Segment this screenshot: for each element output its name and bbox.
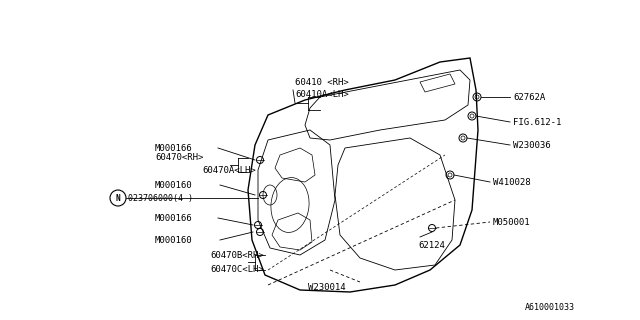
Text: M000166: M000166 [155,213,193,222]
Text: W410028: W410028 [493,178,531,187]
Text: 60470C<LH>: 60470C<LH> [210,266,264,275]
Text: 62124: 62124 [418,241,445,250]
Text: N: N [116,194,120,203]
Text: M000160: M000160 [155,180,193,189]
Text: 60470B<RH>: 60470B<RH> [210,251,264,260]
Text: FIG.612-1: FIG.612-1 [513,117,561,126]
Text: W230014: W230014 [308,283,346,292]
Text: M000166: M000166 [155,143,193,153]
Text: A610001033: A610001033 [525,303,575,312]
Text: 62762A: 62762A [513,92,545,101]
Text: 60470<RH>: 60470<RH> [155,153,204,162]
Text: M050001: M050001 [493,218,531,227]
Text: W230036: W230036 [513,140,550,149]
Text: 60410 <RH>: 60410 <RH> [295,77,349,86]
Text: 60410A<LH>: 60410A<LH> [295,90,349,99]
Text: 023706000(4 ): 023706000(4 ) [128,194,193,203]
Text: M000160: M000160 [155,236,193,244]
Text: 60470A<LH>: 60470A<LH> [202,165,256,174]
